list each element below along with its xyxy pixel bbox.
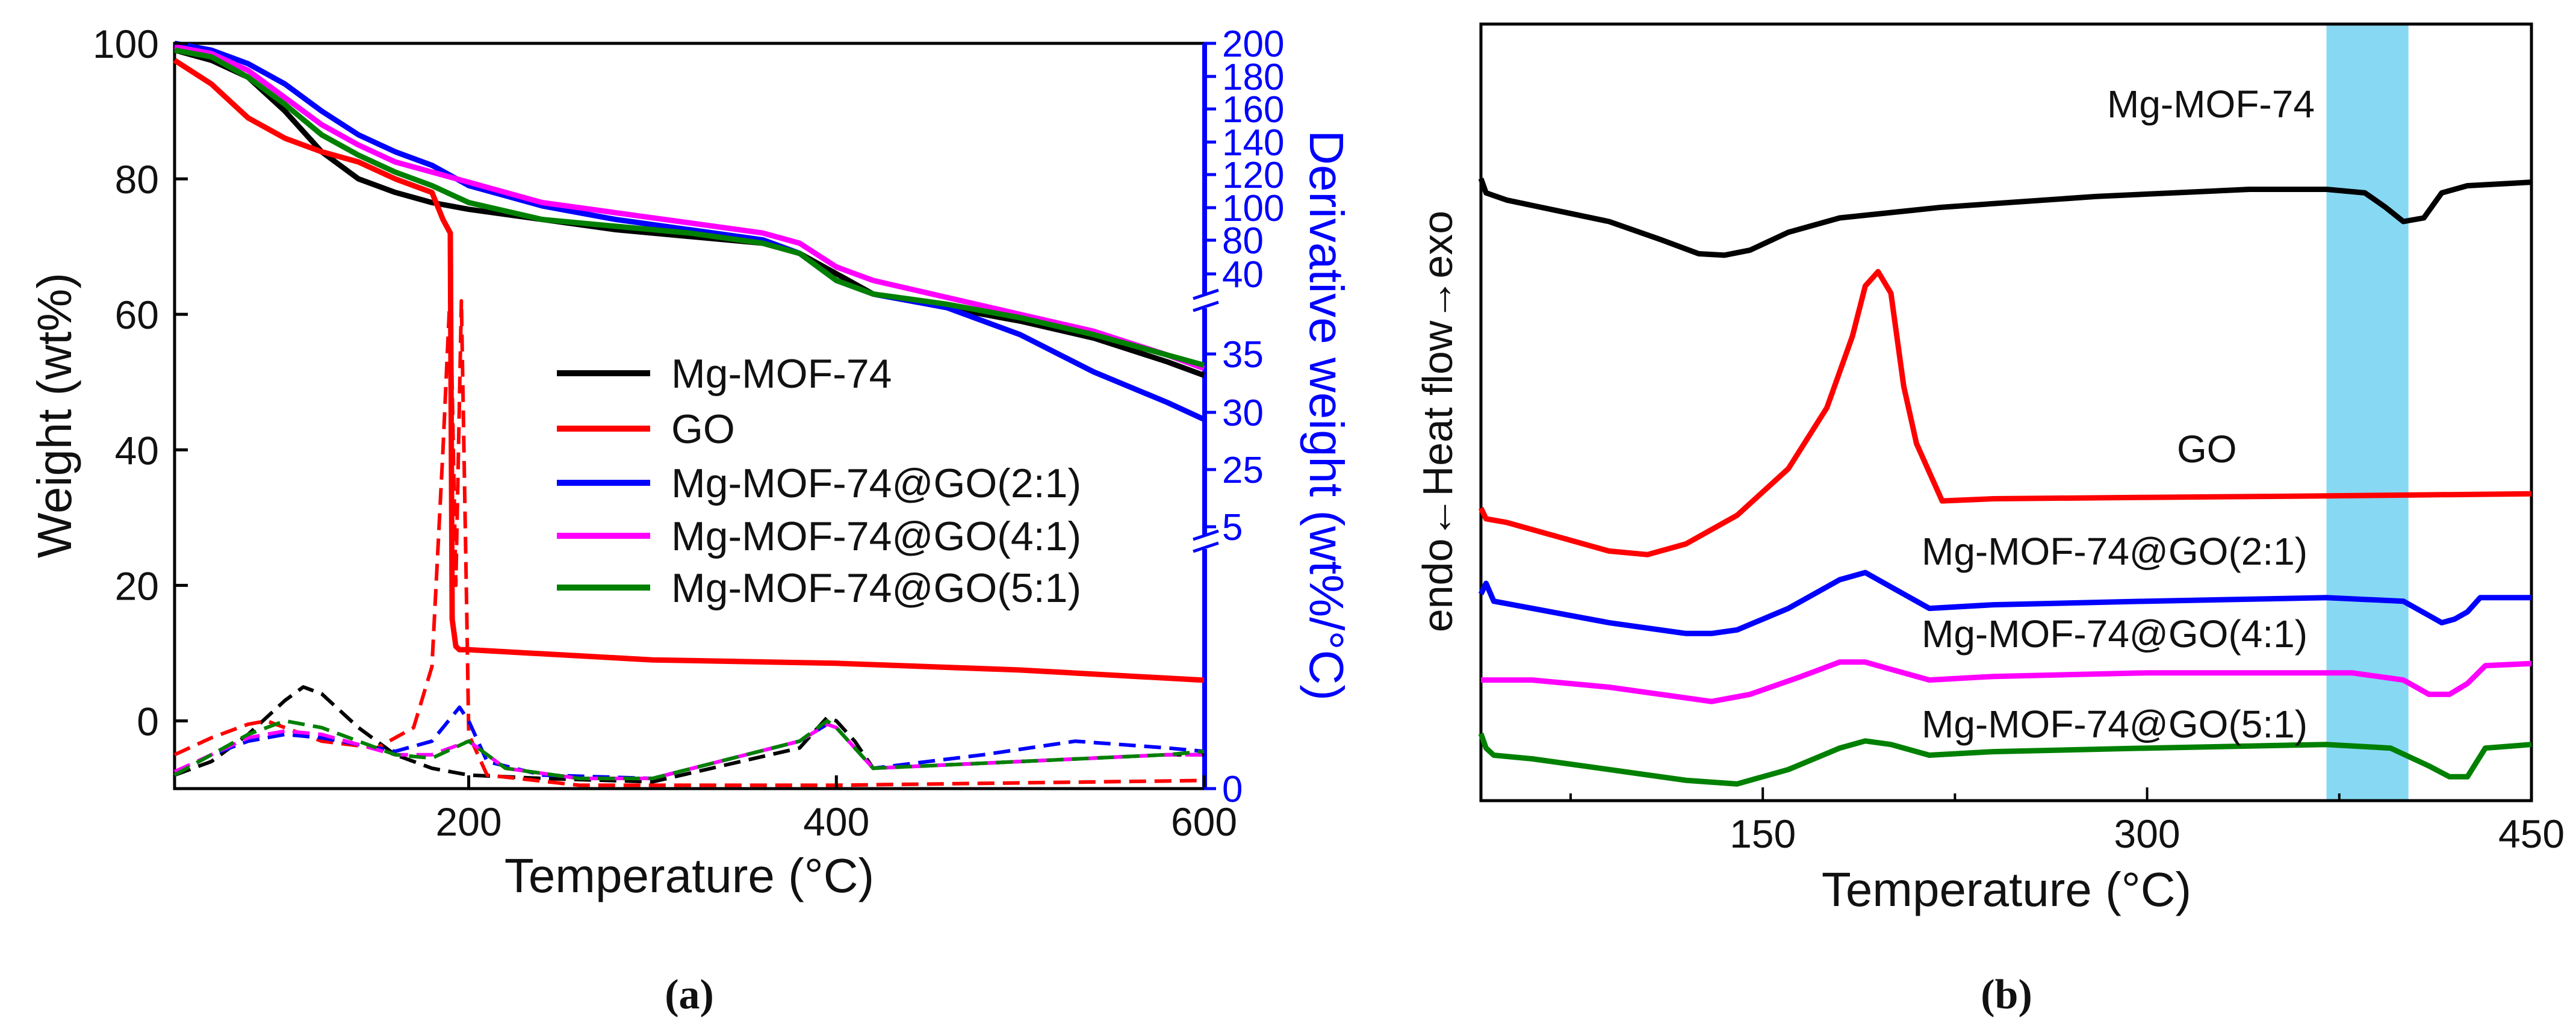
chart-b-series-go <box>1478 268 2532 557</box>
legend-label-4-1: Mg-MOF-74@GO(4:1) <box>671 514 1081 559</box>
chart-a: 200 400 6001008060402002001801601401201008… <box>28 22 1353 1018</box>
chart-a-ylabel: Weight (wt%) <box>28 273 81 558</box>
chart-a-rtick-label-160: 160 <box>1222 89 1284 131</box>
chart-b-xlabel: Temperature (°C) <box>1822 863 2191 916</box>
chart-a-rtick-label-40: 40 <box>1222 254 1264 296</box>
chart-a-rtick-label-30: 30 <box>1222 392 1264 434</box>
chart-a-series-mg-mof-74-go-2-1-dtg <box>173 705 1205 781</box>
chart-a-xtick-label-600: 600 <box>1171 799 1237 844</box>
chart-a-series-go-dtg <box>173 285 1205 787</box>
chart-a-axis-break-bottom-2 <box>1193 541 1219 553</box>
chart-b-highlight-band <box>2326 24 2409 801</box>
chart-b-frame <box>1479 22 2533 802</box>
chart-a-axis-break-top-2 <box>1193 300 1219 312</box>
chart-a-right-axis-line <box>1202 43 1207 789</box>
chart-b-series-mg-mof-74-go-4-1 <box>1481 659 2532 704</box>
chart-a-rtick-label-5: 5 <box>1222 507 1243 548</box>
chart-b-series <box>1478 178 2532 787</box>
chart-b-xtick-label-300: 300 <box>2114 811 2180 856</box>
chart-a-xtick-label-200: 200 <box>436 799 502 844</box>
chart-a-xlabel: Temperature (°C) <box>504 849 874 902</box>
chart-a-series <box>173 40 1205 787</box>
chart-a-rtick-label-140: 140 <box>1222 122 1284 164</box>
chart-b-xtick-label-150: 150 <box>1730 811 1796 856</box>
chart-a-rtick-label-120: 120 <box>1222 155 1284 196</box>
chart-a-rtick-label-35: 35 <box>1222 334 1264 376</box>
panel-a-label: (a) <box>665 972 714 1018</box>
chart-a-series-go <box>173 58 1205 683</box>
chart-a-rtick-label-200: 200 <box>1222 23 1284 65</box>
series-label-5-1: Mg-MOF-74@GO(5:1) <box>1922 703 2308 746</box>
chart-a-series-mg-mof-74-go-5-1-dtg <box>173 719 1205 781</box>
chart-a-rtick-label-0: 0 <box>1222 769 1243 810</box>
chart-a-axis-break-top-1 <box>1193 288 1219 300</box>
chart-b-series-mg-mof-74-go-2-1 <box>1478 569 2531 636</box>
chart-a-axis-break-bottom-1 <box>1193 529 1219 541</box>
legend-label-2-1: Mg-MOF-74@GO(2:1) <box>671 461 1081 506</box>
chart-a-legend: Mg-MOF-74 GO Mg-MOF-74@GO(2:1) Mg-MOF-74… <box>557 351 1081 611</box>
chart-b-series-mg-mof-74-go-5-1 <box>1478 733 2532 787</box>
chart-a-series-mg-mof-74-go-5-1 <box>174 47 1205 368</box>
chart-b-series-mg-mof-74 <box>1478 178 2532 258</box>
chart-a-ytick-label-0: 0 <box>137 699 159 743</box>
series-label-4-1: Mg-MOF-74@GO(4:1) <box>1922 612 2308 656</box>
legend-label-mg-mof-74: Mg-MOF-74 <box>671 351 892 397</box>
series-label-mg-mof-74: Mg-MOF-74 <box>2107 82 2315 126</box>
chart-a-series-mg-mof-74-go-4-1 <box>174 44 1205 371</box>
chart-a-ticks: 200 400 6001008060402002001801601401201008… <box>93 22 1285 844</box>
chart-b-ticks: 150 300 450 <box>1569 787 2565 856</box>
chart-a-rtick-label-25: 25 <box>1222 450 1264 491</box>
chart-a-rtick-label-180: 180 <box>1222 57 1284 98</box>
chart-a-ytick-label-100: 100 <box>93 22 159 66</box>
chart-a-rtick-label-100: 100 <box>1222 188 1284 229</box>
chart-b: 150 300 450 Temperature (°C) endo←Heat flo… <box>1414 22 2565 1018</box>
chart-a-right-ylabel: Derivative weight (wt%/°C) <box>1300 130 1353 701</box>
legend-label-go: GO <box>671 406 735 452</box>
chart-a-series-mg-mof-74-go-2-1 <box>174 40 1205 422</box>
chart-a-ytick-label-80: 80 <box>115 157 159 202</box>
chart-a-ytick-label-60: 60 <box>115 293 159 337</box>
series-label-go: GO <box>2177 427 2237 471</box>
panel-b-label: (b) <box>1981 972 2032 1018</box>
legend-label-5-1: Mg-MOF-74@GO(5:1) <box>671 565 1081 611</box>
chart-a-xtick-label-400: 400 <box>803 799 869 844</box>
chart-a-rtick-label-80: 80 <box>1222 220 1264 262</box>
series-label-2-1: Mg-MOF-74@GO(2:1) <box>1922 530 2308 573</box>
chart-a-series-mg-mof-74 <box>173 47 1205 378</box>
chart-a-ytick-label-20: 20 <box>115 563 159 608</box>
chart-a-ytick-label-40: 40 <box>115 428 159 473</box>
chart-b-ylabel: endo←Heat flow→exo <box>1414 211 1461 632</box>
chart-b-xtick-label-450: 450 <box>2498 811 2565 856</box>
